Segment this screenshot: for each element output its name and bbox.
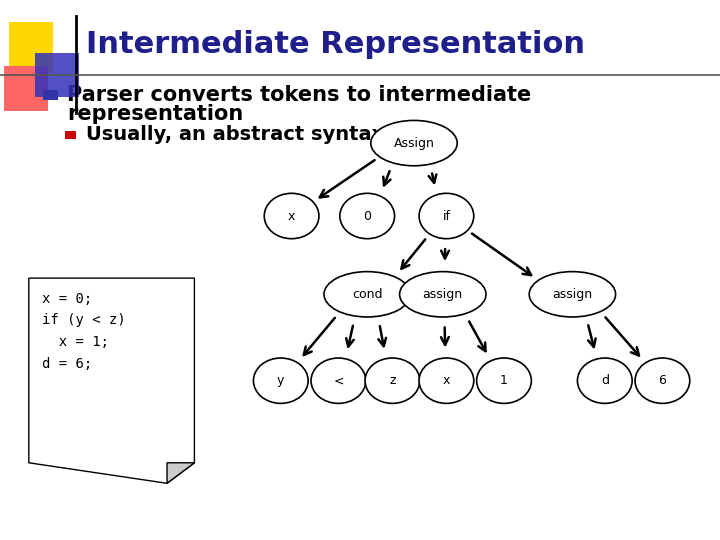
Bar [9, 22, 53, 73]
Ellipse shape [371, 120, 457, 166]
Text: if: if [442, 210, 451, 222]
Bar [43, 90, 58, 100]
Ellipse shape [365, 358, 420, 403]
Ellipse shape [400, 272, 486, 317]
Ellipse shape [419, 358, 474, 403]
Text: d: d [600, 374, 609, 387]
Text: x = 0;
if (y < z)
  x = 1;
d = 6;: x = 0; if (y < z) x = 1; d = 6; [42, 292, 125, 370]
Ellipse shape [311, 358, 366, 403]
Text: assign: assign [552, 288, 593, 301]
Polygon shape [29, 278, 194, 483]
Text: z: z [389, 374, 396, 387]
Text: Assign: Assign [394, 137, 434, 150]
Text: Intermediate Representation: Intermediate Representation [86, 30, 585, 59]
Bar [65, 131, 76, 139]
Ellipse shape [324, 272, 410, 317]
Text: x: x [443, 374, 450, 387]
Text: representation: representation [67, 104, 243, 125]
Text: Parser converts tokens to intermediate: Parser converts tokens to intermediate [67, 85, 531, 105]
Ellipse shape [529, 272, 616, 317]
Ellipse shape [340, 193, 395, 239]
Ellipse shape [419, 193, 474, 239]
Text: x: x [288, 210, 295, 222]
Ellipse shape [577, 358, 632, 403]
Polygon shape [167, 463, 194, 483]
Text: 1: 1 [500, 374, 508, 387]
Text: Usually, an abstract syntax tree: Usually, an abstract syntax tree [86, 125, 437, 145]
Text: y: y [277, 374, 284, 387]
Bar [35, 53, 79, 97]
Ellipse shape [477, 358, 531, 403]
Bar [4, 66, 48, 111]
Ellipse shape [253, 358, 308, 403]
Text: 0: 0 [363, 210, 372, 222]
Ellipse shape [264, 193, 319, 239]
Text: assign: assign [423, 288, 463, 301]
Ellipse shape [635, 358, 690, 403]
Text: cond: cond [352, 288, 382, 301]
Text: 6: 6 [659, 374, 666, 387]
Text: <: < [333, 374, 343, 387]
